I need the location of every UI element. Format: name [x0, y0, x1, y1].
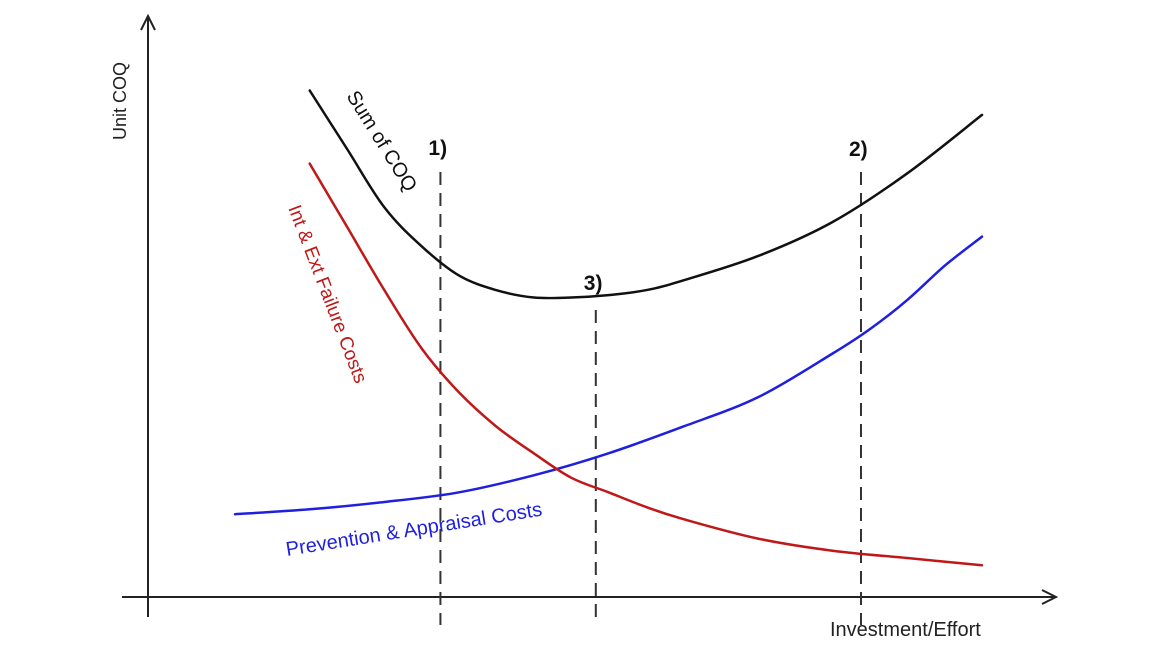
failure-curve-label: Int & Ext Failure Costs: [283, 202, 370, 386]
curve-labels: Prevention & Appraisal Costs Int & Ext F…: [283, 87, 543, 561]
axes: Unit COQ Investment/Effort: [110, 13, 1059, 641]
series-line-prevention-appraisal-costs: [233, 235, 984, 516]
reference-lines: 1) 3) 2): [428, 137, 868, 625]
reference-line-label-1: 1): [428, 137, 447, 160]
x-axis-label: Investment/Effort: [830, 619, 981, 641]
x-axis-arrowhead: [1041, 589, 1059, 605]
series-layer: [233, 89, 984, 567]
y-axis-arrowhead: [140, 13, 156, 31]
series-line-int-ext-failure-costs: [308, 162, 984, 567]
series-line-sum-of-coq: [308, 89, 984, 300]
reference-line-label-2: 3): [584, 272, 603, 295]
reference-line-label-3: 2): [849, 138, 868, 161]
sum-curve-label: Sum of COQ: [342, 87, 421, 196]
y-axis-label: Unit COQ: [110, 62, 130, 140]
